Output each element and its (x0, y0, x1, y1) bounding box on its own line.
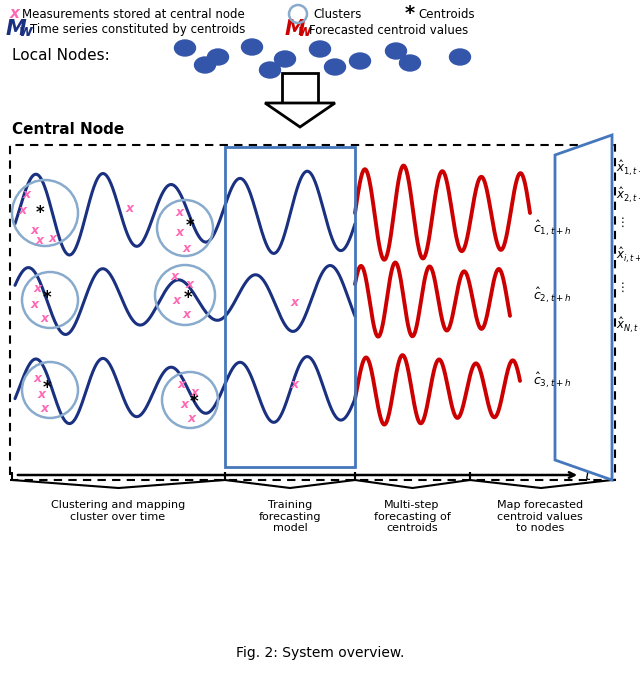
Text: Map forecasted
centroid values
to nodes: Map forecasted centroid values to nodes (497, 500, 583, 533)
Text: x: x (191, 385, 199, 398)
Ellipse shape (399, 55, 420, 71)
Ellipse shape (385, 43, 406, 59)
Text: x: x (19, 205, 27, 217)
Ellipse shape (310, 41, 330, 57)
Ellipse shape (324, 59, 346, 75)
Text: x: x (31, 225, 39, 238)
Text: x: x (36, 234, 44, 248)
Text: x: x (186, 279, 194, 292)
Ellipse shape (207, 49, 228, 65)
Text: Measurements stored at central node: Measurements stored at central node (22, 7, 244, 20)
Text: *: * (186, 217, 195, 235)
Text: *: * (189, 393, 198, 411)
Text: x: x (38, 389, 46, 402)
Text: x: x (291, 296, 299, 310)
Ellipse shape (449, 49, 470, 65)
Text: $\vdots$: $\vdots$ (616, 215, 625, 229)
Text: Clustering and mapping
cluster over time: Clustering and mapping cluster over time (51, 500, 185, 522)
Text: x: x (188, 412, 196, 425)
Text: *: * (405, 5, 415, 24)
Bar (225, 147, 355, 467)
Text: x: x (10, 7, 20, 22)
Text: *: * (36, 204, 44, 222)
Bar (282, 73, 318, 103)
Polygon shape (555, 135, 612, 480)
Text: w: w (298, 24, 312, 40)
Text: x: x (34, 371, 42, 385)
Ellipse shape (349, 53, 371, 69)
Text: x: x (49, 232, 57, 244)
Text: Training
forecasting
model: Training forecasting model (259, 500, 321, 533)
Text: $\hat{x}_{1,t+h}$: $\hat{x}_{1,t+h}$ (616, 159, 640, 178)
Text: Clusters: Clusters (313, 7, 362, 20)
Text: Local Nodes:: Local Nodes: (12, 47, 109, 63)
Text: $\hat{x}_{N,t+h}$: $\hat{x}_{N,t+h}$ (616, 315, 640, 335)
Text: $\hat{c}_{3,t+h}$: $\hat{c}_{3,t+h}$ (533, 371, 571, 389)
Text: x: x (126, 202, 134, 215)
Text: M: M (6, 19, 27, 39)
Text: Fig. 2: System overview.: Fig. 2: System overview. (236, 646, 404, 660)
Text: x: x (173, 294, 181, 306)
Text: x: x (171, 271, 179, 284)
Text: x: x (183, 308, 191, 321)
Text: Centroids: Centroids (418, 7, 475, 20)
Text: $\vdots$: $\vdots$ (616, 280, 625, 294)
Text: $\hat{c}_{1,t+h}$: $\hat{c}_{1,t+h}$ (533, 218, 571, 238)
Text: $t$: $t$ (584, 467, 593, 483)
Ellipse shape (195, 57, 216, 73)
Ellipse shape (275, 51, 296, 67)
Text: *: * (43, 289, 51, 307)
Text: x: x (31, 298, 39, 311)
Ellipse shape (175, 40, 195, 56)
Text: *: * (43, 379, 51, 397)
Text: $\hat{x}_{2,t+h}$: $\hat{x}_{2,t+h}$ (616, 186, 640, 205)
Text: M: M (285, 19, 306, 39)
Text: x: x (23, 188, 31, 202)
Text: *: * (184, 289, 192, 307)
Ellipse shape (241, 39, 262, 55)
Text: x: x (183, 242, 191, 254)
Polygon shape (265, 103, 335, 127)
Text: x: x (41, 402, 49, 414)
Text: x: x (176, 207, 184, 219)
Text: x: x (181, 398, 189, 412)
Text: x: x (41, 311, 49, 325)
Text: x: x (34, 281, 42, 294)
Text: $\hat{x}_{i,t+h}$: $\hat{x}_{i,t+h}$ (616, 245, 640, 265)
Text: x: x (178, 379, 186, 391)
Text: Time series constituted by centroids: Time series constituted by centroids (30, 24, 245, 36)
Text: x: x (291, 379, 299, 391)
Text: w: w (19, 24, 33, 40)
Text: x: x (176, 227, 184, 240)
Ellipse shape (259, 62, 280, 78)
Text: $\hat{c}_{2,t+h}$: $\hat{c}_{2,t+h}$ (533, 286, 571, 304)
Text: Multi-step
forecasting of
centroids: Multi-step forecasting of centroids (374, 500, 451, 533)
Bar (10, 145, 615, 480)
Text: Central Node: Central Node (12, 122, 124, 137)
Text: Forecasted centroid values: Forecasted centroid values (309, 24, 468, 36)
